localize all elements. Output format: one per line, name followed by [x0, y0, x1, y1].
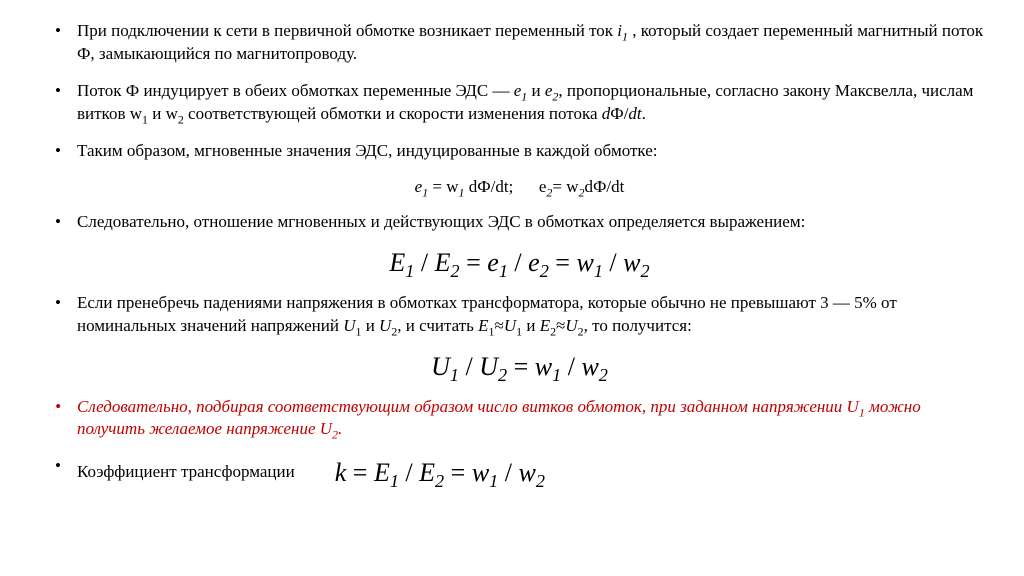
U2: U: [379, 316, 391, 335]
bullet-6: Следовательно, подбирая соответствующим …: [55, 396, 984, 442]
eq: =: [346, 458, 374, 487]
e1: e: [487, 248, 499, 277]
bullet-5: Если пренебречь падениями напряжения в о…: [55, 292, 984, 338]
E2: E: [540, 316, 550, 335]
E1: E: [374, 458, 390, 487]
and: и: [361, 316, 379, 335]
E2: E: [419, 458, 435, 487]
sub: 1: [489, 472, 498, 492]
eq: =: [549, 248, 577, 277]
slide-content: При подключении к сети в первичной обмот…: [0, 0, 1024, 576]
sub: 1: [450, 365, 459, 385]
E1: E: [389, 248, 405, 277]
dot: .: [338, 419, 342, 438]
bullet-2: Поток Ф индуцирует в обеих обмотках пере…: [55, 80, 984, 126]
text: Коэффициент трансформации: [77, 461, 295, 484]
U1: U: [343, 316, 355, 335]
sub: 1: [594, 261, 603, 281]
E1: E: [478, 316, 488, 335]
w1: w: [576, 248, 593, 277]
e2: e: [528, 248, 540, 277]
eq: =: [444, 458, 472, 487]
bullet-list: При подключении к сети в первичной обмот…: [55, 20, 984, 163]
sub: 1: [552, 365, 561, 385]
bullet-7: Коэффициент трансформации k = E1 / E2 = …: [55, 455, 984, 490]
phi: Ф/: [610, 104, 628, 123]
mid: dФ/dt; e: [465, 177, 547, 196]
k: k: [335, 458, 347, 487]
U2: U: [479, 352, 498, 381]
d: d: [602, 104, 611, 123]
bullet-4: Следовательно, отношение мгновенных и де…: [55, 211, 984, 234]
sl: /: [459, 352, 479, 381]
text: и w: [148, 104, 178, 123]
approx: ≈: [495, 316, 504, 335]
formula-ratio-voltage: U1 / U2 = w1 / w2: [55, 352, 984, 382]
U1b: U: [504, 316, 516, 335]
w1: w: [535, 352, 552, 381]
sub: 2: [536, 472, 545, 492]
U1: U: [431, 352, 450, 381]
end: , то получится:: [584, 316, 692, 335]
sub: 2: [540, 261, 549, 281]
formula-transformation-coeff: k = E1 / E2 = w1 / w2: [335, 455, 545, 490]
dot: .: [642, 104, 646, 123]
bullet-list-4: Следовательно, подбирая соответствующим …: [55, 396, 984, 491]
eq: =: [507, 352, 535, 381]
sl: /: [561, 352, 581, 381]
sl: /: [399, 458, 419, 487]
and2: и: [522, 316, 540, 335]
sub: 2: [451, 261, 460, 281]
w2: w: [581, 352, 598, 381]
formula-ratio-emf: E1 / E2 = e1 / e2 = w1 / w2: [55, 248, 984, 278]
formula-emf-values: e1 = w1 dФ/dt; e2= w2dФ/dt: [55, 177, 984, 197]
bullet-list-3: Если пренебречь падениями напряжения в о…: [55, 292, 984, 338]
w1: w: [472, 458, 489, 487]
bullet-list-2: Следовательно, отношение мгновенных и де…: [55, 211, 984, 234]
dt: dt: [628, 104, 641, 123]
text: и: [527, 81, 545, 100]
eq: = w: [552, 177, 578, 196]
text: Поток Ф индуцирует в обеих обмотках пере…: [77, 81, 514, 100]
text: Следовательно, подбирая соответствующим …: [77, 397, 859, 416]
sub: 2: [599, 365, 608, 385]
text: соответствующей обмотки и скорости измен…: [184, 104, 602, 123]
w2: w: [518, 458, 535, 487]
mid: , и считать: [397, 316, 478, 335]
sl: /: [498, 458, 518, 487]
sl: /: [603, 248, 623, 277]
text: Таким образом, мгновенные значения ЭДС, …: [77, 141, 658, 160]
bullet-3: Таким образом, мгновенные значения ЭДС, …: [55, 140, 984, 163]
text: При подключении к сети в первичной обмот…: [77, 21, 617, 40]
w2: w: [623, 248, 640, 277]
sl: /: [508, 248, 528, 277]
text: Следовательно, отношение мгновенных и де…: [77, 212, 805, 231]
eq: =: [460, 248, 488, 277]
eq: = w: [428, 177, 458, 196]
E2: E: [435, 248, 451, 277]
sl: /: [414, 248, 434, 277]
sub: 1: [499, 261, 508, 281]
end: dФ/dt: [584, 177, 624, 196]
bullet-1: При подключении к сети в первичной обмот…: [55, 20, 984, 66]
sub: 2: [640, 261, 649, 281]
sub: 1: [390, 472, 399, 492]
U2b: U: [565, 316, 577, 335]
approx2: ≈: [556, 316, 565, 335]
sub: 2: [498, 365, 507, 385]
sub: 2: [435, 472, 444, 492]
